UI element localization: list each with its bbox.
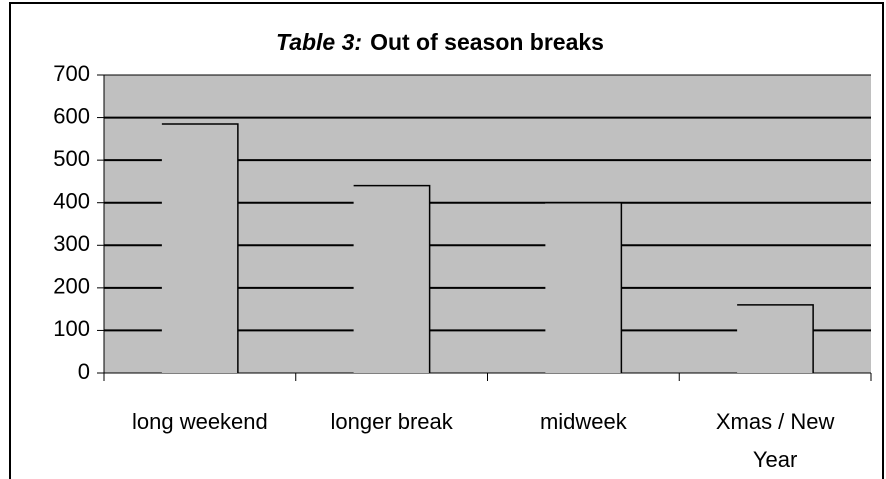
- y-tick-label: 400: [53, 189, 90, 214]
- bar-fill: [353, 185, 430, 373]
- bar-edge: [545, 201, 623, 373]
- chart-title-group: Table 3: Out of season breaks: [276, 29, 604, 55]
- chart-title: Out of season breaks: [370, 29, 604, 55]
- y-tick-label: 600: [53, 103, 90, 128]
- bar: [737, 304, 814, 373]
- bar-fill: [737, 304, 814, 373]
- bar-edge: [161, 123, 239, 373]
- chart-title-label: Table 3:: [276, 29, 362, 55]
- x-tick-label: longer break: [330, 409, 453, 434]
- bar-edge: [737, 304, 814, 373]
- y-tick-label: 700: [53, 61, 90, 86]
- bar-fill: [161, 123, 238, 373]
- bar-fill: [545, 202, 622, 373]
- x-tick-label: Xmas / New Year: [715, 409, 835, 472]
- y-tick-label: 100: [53, 316, 90, 341]
- bar: [545, 201, 623, 373]
- bar-edge: [353, 184, 431, 373]
- x-tick-label: long weekend: [131, 409, 268, 434]
- y-tick-label: 0: [78, 359, 90, 384]
- y-tick-label: 500: [53, 146, 90, 171]
- x-tick-label: midweek: [539, 409, 627, 434]
- bar: [353, 184, 431, 373]
- y-tick-label: 300: [53, 231, 90, 256]
- bar: [161, 123, 239, 373]
- y-tick-label: 200: [53, 274, 90, 299]
